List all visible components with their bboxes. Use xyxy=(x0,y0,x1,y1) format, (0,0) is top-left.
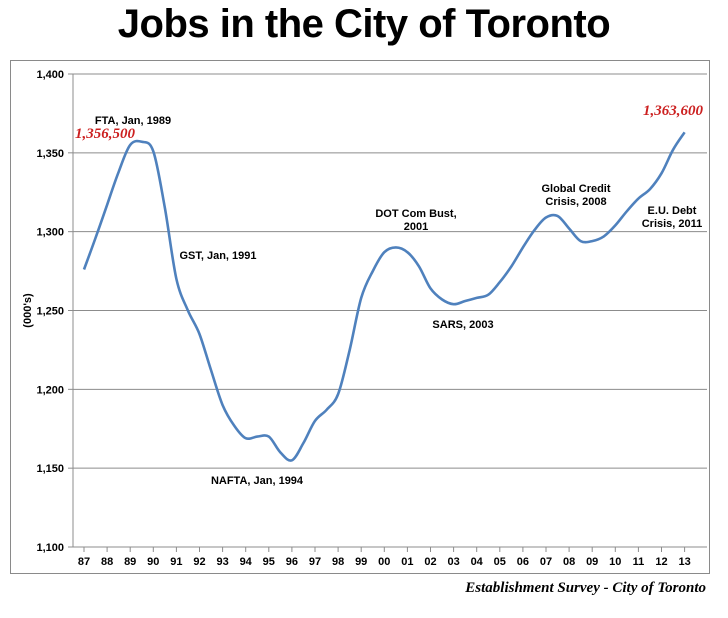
source-note: Establishment Survey - City of Toronto xyxy=(465,580,706,596)
data-label: 1,363,600 xyxy=(643,103,704,119)
x-tick-label: 95 xyxy=(263,556,275,568)
x-tick-label: 91 xyxy=(170,556,182,568)
event-annotation: E.U. Debt xyxy=(648,205,697,217)
y-tick-label: 1,250 xyxy=(36,306,64,318)
y-tick-label: 1,300 xyxy=(36,227,64,239)
event-annotation-line2: Crisis, 2008 xyxy=(545,196,606,208)
event-annotation: DOT Com Bust, xyxy=(375,208,456,220)
x-tick-label: 89 xyxy=(124,556,136,568)
y-tick-label: 1,350 xyxy=(36,148,64,160)
y-axis-label: (000's) xyxy=(22,293,34,328)
x-tick-label: 05 xyxy=(494,556,506,568)
x-tick-label: 04 xyxy=(471,556,484,568)
x-tick-label: 90 xyxy=(147,556,159,568)
x-tick-label: 94 xyxy=(240,556,253,568)
x-tick-label: 00 xyxy=(378,556,390,568)
x-tick-label: 93 xyxy=(216,556,228,568)
y-tick-label: 1,200 xyxy=(36,384,64,396)
x-tick-label: 10 xyxy=(609,556,621,568)
chart-title: Jobs in the City of Toronto xyxy=(117,2,611,46)
chart-frame xyxy=(10,60,710,574)
event-annotation: NAFTA, Jan, 1994 xyxy=(211,475,304,487)
x-tick-label: 02 xyxy=(424,556,436,568)
x-tick-label: 98 xyxy=(332,556,344,568)
data-label: 1,356,500 xyxy=(75,126,136,142)
x-tick-label: 13 xyxy=(678,556,690,568)
y-tick-label: 1,150 xyxy=(36,463,64,475)
x-tick-label: 12 xyxy=(655,556,667,568)
series-line xyxy=(82,131,686,462)
x-tick-label: 96 xyxy=(286,556,298,568)
x-tick-label: 07 xyxy=(540,556,552,568)
x-tick-label: 03 xyxy=(447,556,459,568)
x-tick-label: 99 xyxy=(355,556,367,568)
x-tick-label: 11 xyxy=(633,556,645,568)
event-annotation: GST, Jan, 1991 xyxy=(179,250,256,262)
x-tick-label: 87 xyxy=(78,556,90,568)
event-annotation: FTA, Jan, 1989 xyxy=(95,115,171,127)
x-tick-label: 97 xyxy=(309,556,321,568)
x-tick-label: 88 xyxy=(101,556,113,568)
y-tick-label: 1,100 xyxy=(36,542,64,554)
x-tick-label: 08 xyxy=(563,556,575,568)
event-annotation-line2: 2001 xyxy=(404,221,428,233)
x-tick-label: 06 xyxy=(517,556,529,568)
x-tick-label: 01 xyxy=(401,556,413,568)
event-annotation: Global Credit xyxy=(541,183,610,195)
y-tick-label: 1,400 xyxy=(36,69,64,81)
x-tick-label: 92 xyxy=(193,556,205,568)
event-annotation: SARS, 2003 xyxy=(432,319,493,331)
x-tick-label: 09 xyxy=(586,556,598,568)
event-annotation-line2: Crisis, 2011 xyxy=(642,218,703,230)
